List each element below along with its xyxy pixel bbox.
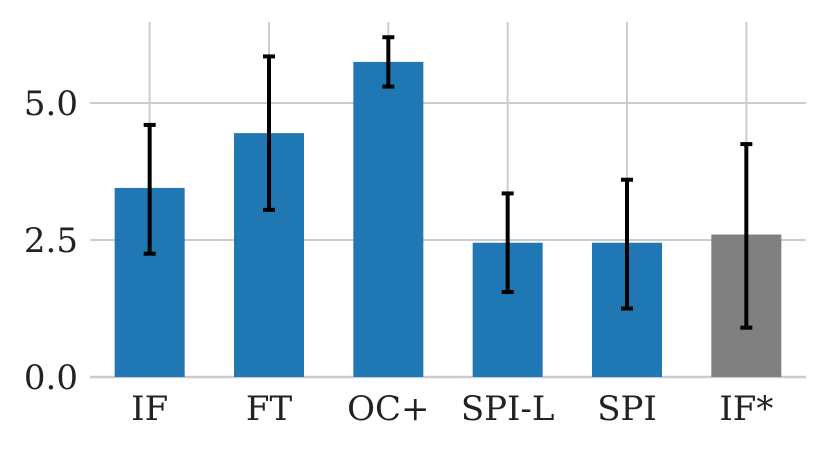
bar-layer (114, 61, 782, 378)
y-tick-label: 2.5 (24, 221, 78, 261)
y-tick-label: 5.0 (24, 84, 78, 124)
x-tick-label: FT (246, 389, 293, 429)
tick-label-layer: 0.0 2.5 5.0 IF FT OC+ SPI-L SPI IF* (24, 84, 773, 429)
bar (353, 61, 424, 378)
error-bar-layer (143, 35, 753, 330)
x-tick-label: IF* (719, 389, 773, 429)
x-tick-label: SPI (597, 389, 657, 429)
x-tick-label: OC+ (347, 389, 429, 429)
grid-layer (90, 22, 806, 379)
x-tick-label: IF (131, 389, 168, 429)
x-tick-label: SPI-L (461, 389, 555, 429)
y-tick-label: 0.0 (24, 358, 78, 398)
